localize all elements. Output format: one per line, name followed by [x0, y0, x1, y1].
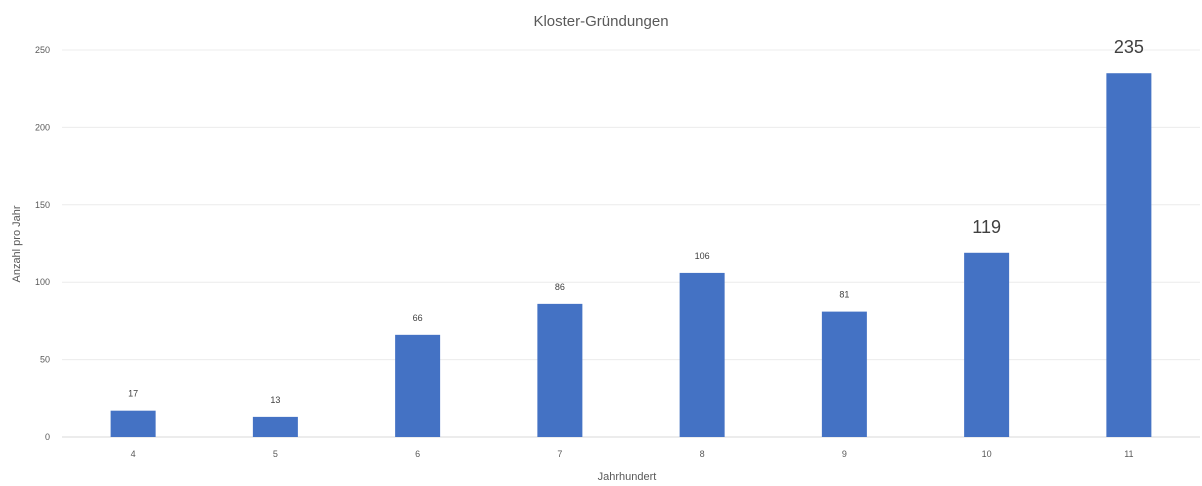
- data-label: 86: [555, 282, 565, 292]
- bar: [964, 252, 1010, 437]
- x-tick-label: 9: [842, 449, 847, 459]
- y-tick-label: 0: [45, 432, 50, 442]
- y-axis-label: Anzahl pro Jahr: [11, 205, 23, 282]
- chart-title: Kloster-Gründungen: [533, 13, 668, 30]
- y-tick-label: 150: [35, 200, 50, 210]
- data-label: 119: [972, 217, 1001, 237]
- y-tick-label: 50: [40, 355, 50, 365]
- x-tick-label: 11: [1124, 449, 1133, 459]
- bar: [679, 272, 725, 437]
- x-tick-label: 4: [131, 449, 136, 459]
- y-axis-ticks: 0 50 100 150 200 250: [35, 45, 50, 442]
- data-labels: 17 13 66 86 106 81 119 235: [128, 37, 1144, 405]
- data-label: 235: [1114, 37, 1144, 57]
- y-tick-label: 250: [35, 45, 50, 55]
- x-tick-label: 8: [700, 449, 705, 459]
- y-tick-label: 200: [35, 122, 50, 132]
- x-tick-label: 5: [273, 449, 278, 459]
- bar: [110, 410, 156, 437]
- x-axis-label: Jahrhundert: [598, 471, 657, 483]
- data-label: 81: [839, 290, 849, 300]
- bar: [252, 416, 298, 437]
- x-tick-label: 7: [557, 449, 562, 459]
- bar: [395, 334, 441, 437]
- x-tick-label: 6: [415, 449, 420, 459]
- bar: [537, 303, 583, 437]
- data-label: 106: [695, 251, 710, 261]
- data-label: 17: [128, 389, 138, 399]
- data-label: 13: [270, 395, 280, 405]
- x-tick-label: 10: [982, 449, 992, 459]
- data-label: 66: [413, 313, 423, 323]
- bar: [821, 311, 867, 437]
- gridlines: [62, 49, 1200, 438]
- x-axis-ticks: 4 5 6 7 8 9 10 11: [131, 449, 1134, 459]
- y-tick-label: 100: [35, 277, 50, 287]
- bar: [1106, 73, 1152, 437]
- bars: [110, 73, 1152, 437]
